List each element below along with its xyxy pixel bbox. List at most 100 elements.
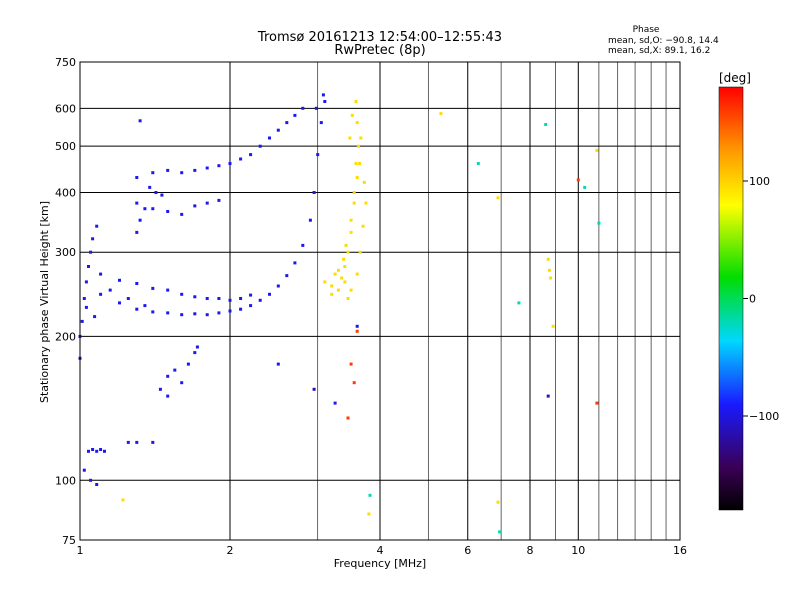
data-point <box>143 207 147 211</box>
data-point <box>217 311 221 315</box>
chart-header: Tromsø 20161213 12:54:00–12:55:43 RwPret… <box>257 30 502 58</box>
data-point <box>121 498 125 502</box>
data-point <box>103 449 106 453</box>
data-point <box>546 257 550 261</box>
data-point <box>349 230 353 234</box>
data-point <box>108 288 112 292</box>
data-point <box>333 272 337 276</box>
colorbar-gradient <box>718 86 744 511</box>
colorbar-label: [deg] <box>719 71 751 85</box>
data-point <box>355 324 359 328</box>
data-point <box>217 198 221 202</box>
data-point <box>312 387 316 391</box>
data-point <box>293 113 297 117</box>
data-point <box>258 144 262 148</box>
data-point <box>346 250 350 254</box>
data-point <box>166 311 170 315</box>
data-point <box>249 153 253 157</box>
y-tick-label: 400 <box>55 186 76 199</box>
x-tick-label: 2 <box>227 544 234 557</box>
data-point <box>268 136 271 140</box>
data-point <box>362 180 366 184</box>
data-point <box>143 304 147 308</box>
data-point <box>547 268 551 272</box>
x-axis-label: Frequency [MHz] <box>334 557 426 570</box>
data-point <box>496 500 500 504</box>
data-point <box>205 313 209 317</box>
data-point <box>180 171 184 175</box>
data-point <box>205 201 209 205</box>
data-point <box>352 191 356 194</box>
data-point <box>135 282 139 285</box>
plot-frame <box>79 61 681 541</box>
data-point <box>166 288 170 292</box>
data-point <box>476 162 480 165</box>
data-point <box>268 292 271 296</box>
data-point <box>355 329 359 333</box>
data-point <box>166 210 170 213</box>
plot-area: 1 2 4 6 8 10 16 75 100 200 300 400 500 600 750 <box>55 56 687 557</box>
y-tick-label: 600 <box>55 102 76 115</box>
data-point <box>349 362 353 366</box>
x-tick-label: 16 <box>673 544 687 557</box>
x-tick-label: 6 <box>464 544 471 557</box>
data-point <box>354 162 358 165</box>
grid-lines <box>80 62 680 540</box>
data-point <box>205 166 209 170</box>
data-point <box>301 243 305 247</box>
data-point <box>316 153 320 157</box>
data-point <box>359 136 363 140</box>
data-point <box>239 297 243 300</box>
x-tick-label: 1 <box>77 544 84 557</box>
data-point <box>118 278 121 282</box>
data-point <box>285 274 289 278</box>
y-tick-label: 750 <box>55 56 76 69</box>
data-point <box>249 304 253 308</box>
data-point <box>217 164 221 168</box>
data-point <box>228 162 232 165</box>
data-point <box>166 374 170 378</box>
data-point <box>180 292 184 296</box>
data-point <box>348 136 352 140</box>
data-point <box>217 297 221 300</box>
phase-summary: Phase mean, sd,O: −90.8, 14.4 mean, sd,X… <box>608 25 719 56</box>
data-point <box>355 272 359 276</box>
data-point <box>91 448 95 451</box>
data-point <box>340 276 344 280</box>
data-point <box>239 307 243 311</box>
data-point <box>293 261 297 265</box>
y-tick-label: 100 <box>55 474 76 487</box>
data-point <box>364 201 368 205</box>
data-point <box>276 128 280 132</box>
data-point <box>180 313 184 317</box>
data-point <box>89 250 93 254</box>
data-point <box>84 305 88 309</box>
x-tick-label: 10 <box>571 544 585 557</box>
data-point <box>228 298 232 302</box>
data-point <box>301 106 305 110</box>
data-point <box>546 394 550 398</box>
data-point <box>151 310 155 314</box>
phase-mean-x: mean, sd,X: 89.1, 16.2 <box>608 46 710 56</box>
data-point <box>358 162 362 165</box>
data-point <box>151 286 155 290</box>
data-point <box>346 416 350 420</box>
data-point <box>126 297 130 300</box>
colorbar-ticks: 100 0 −100 <box>743 175 779 423</box>
data-point <box>343 280 347 284</box>
data-point <box>180 212 184 216</box>
data-point <box>239 157 243 161</box>
data-point <box>349 288 353 292</box>
data-point <box>186 362 190 366</box>
data-point <box>323 100 327 103</box>
data-point <box>154 191 158 194</box>
data-point <box>358 250 362 254</box>
data-point <box>135 201 139 205</box>
data-point <box>93 315 97 319</box>
colorbar: [deg] 100 0 −100 <box>718 71 779 511</box>
data-point <box>151 207 155 211</box>
data-point <box>228 309 232 313</box>
y-tick-label: 300 <box>55 246 76 259</box>
y-axis-ticks: 75 100 200 300 400 500 600 750 <box>55 56 76 547</box>
